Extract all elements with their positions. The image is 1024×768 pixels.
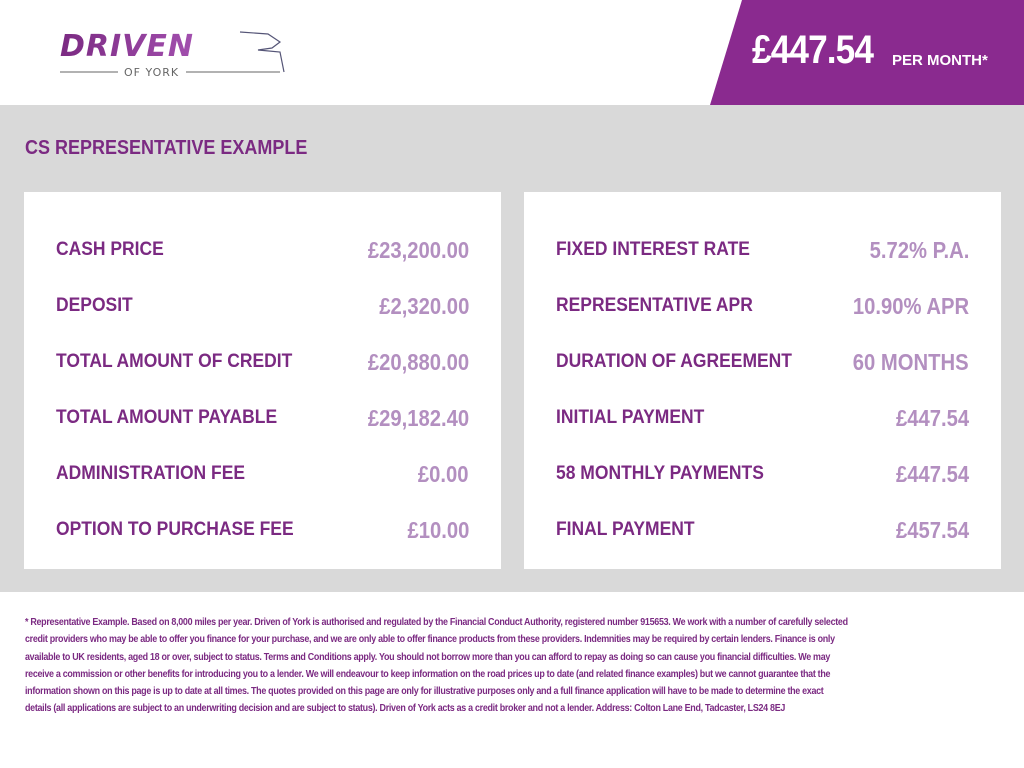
svg-text:OF YORK: OF YORK (124, 66, 179, 79)
disclaimer-line: information shown on this page is up to … (25, 686, 824, 698)
row-label: DEPOSIT (56, 295, 133, 316)
monthly-price-banner: £447.54 PER MONTH* (710, 0, 1024, 105)
row-label: TOTAL AMOUNT OF CREDIT (56, 351, 293, 372)
row-value: £20,880.00 (367, 348, 469, 375)
row-label: DURATION OF AGREEMENT (556, 351, 792, 372)
row-value: 60 MONTHS (853, 348, 969, 375)
row-label: 58 MONTHLY PAYMENTS (556, 463, 764, 484)
disclaimer-line: * Representative Example. Based on 8,000… (25, 617, 848, 628)
finance-card-left: CASH PRICE £23,200.00 DEPOSIT £2,320.00 TO… (24, 192, 501, 569)
disclaimer-line: receive a commission or other benefits f… (25, 668, 831, 680)
driven-of-york-logo: DRIVEN OF YORK (60, 29, 285, 79)
finance-row-duration: DURATION OF AGREEMENT 60 MONTHS (556, 334, 969, 390)
finance-card-right: FIXED INTEREST RATE 5.72% P.A. REPRESENTA… (524, 192, 1001, 569)
svg-text:DRIVEN: DRIVEN (60, 29, 194, 64)
finance-row-final-payment: FINAL PAYMENT £457.54 (556, 502, 969, 558)
row-label: ADMINISTRATION FEE (56, 463, 246, 484)
row-value: £0.00 (418, 460, 469, 487)
finance-row-interest-rate: FIXED INTEREST RATE 5.72% P.A. (556, 222, 969, 278)
header: DRIVEN OF YORK £447.54 PER MONTH* (0, 0, 1024, 105)
row-value: 5.72% P.A. (869, 236, 969, 263)
row-label: OPTION TO PURCHASE FEE (56, 519, 294, 540)
row-value: £447.54 (895, 404, 969, 431)
finance-row-admin-fee: ADMINISTRATION FEE £0.00 (56, 446, 469, 502)
row-label: CASH PRICE (56, 239, 164, 260)
row-label: TOTAL AMOUNT PAYABLE (56, 407, 278, 428)
row-value: 10.90% APR (852, 292, 969, 319)
disclaimer-line: details (all applications are subject to… (25, 703, 786, 715)
section-title: CS REPRESENTATIVE EXAMPLE (25, 137, 308, 159)
row-value: £10.00 (407, 516, 469, 543)
per-month-label: PER MONTH* (892, 52, 988, 69)
finance-row-total-payable: TOTAL AMOUNT PAYABLE £29,182.40 (56, 390, 469, 446)
finance-row-initial-payment: INITIAL PAYMENT £447.54 (556, 390, 969, 446)
row-value: £23,200.00 (367, 236, 469, 263)
finance-row-option-fee: OPTION TO PURCHASE FEE £10.00 (56, 502, 469, 558)
finance-row-deposit: DEPOSIT £2,320.00 (56, 278, 469, 334)
disclaimer-line: credit providers who may be able to offe… (25, 634, 835, 646)
row-label: FINAL PAYMENT (556, 519, 695, 540)
row-value: £29,182.40 (367, 404, 469, 431)
finance-row-monthly-payments: 58 MONTHLY PAYMENTS £447.54 (556, 446, 969, 502)
row-label: INITIAL PAYMENT (556, 407, 705, 428)
row-value: £447.54 (895, 460, 969, 487)
row-label: REPRESENTATIVE APR (556, 295, 753, 316)
disclaimer-text: * Representative Example. Based on 8,000… (25, 614, 925, 718)
finance-row-total-credit: TOTAL AMOUNT OF CREDIT £20,880.00 (56, 334, 469, 390)
row-value: £2,320.00 (378, 292, 469, 319)
disclaimer-line: available to UK residents, aged 18 or ov… (25, 651, 831, 663)
finance-row-cash-price: CASH PRICE £23,200.00 (56, 222, 469, 278)
monthly-price: £447.54 (752, 28, 874, 72)
row-label: FIXED INTEREST RATE (556, 239, 750, 260)
row-value: £457.54 (895, 516, 969, 543)
finance-row-apr: REPRESENTATIVE APR 10.90% APR (556, 278, 969, 334)
